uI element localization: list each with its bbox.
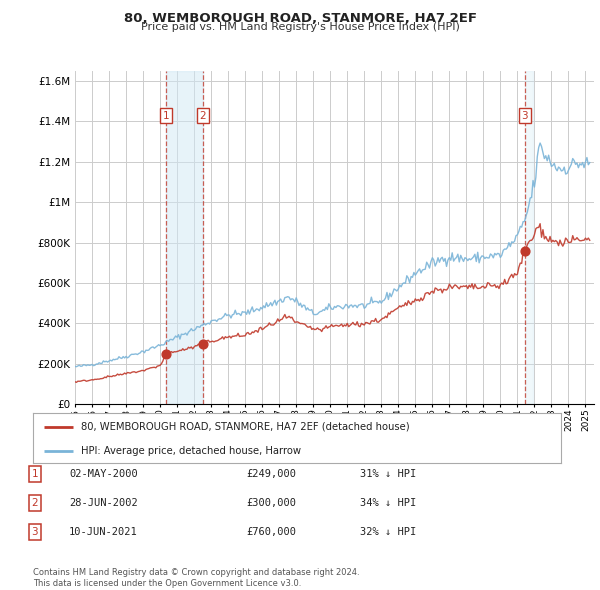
Text: £760,000: £760,000 (246, 527, 296, 536)
Text: 10-JUN-2021: 10-JUN-2021 (69, 527, 138, 536)
Text: 3: 3 (521, 111, 528, 121)
Text: 34% ↓ HPI: 34% ↓ HPI (360, 498, 416, 507)
Text: £249,000: £249,000 (246, 469, 296, 478)
Bar (525, 71, 533, 404)
Text: 28-JUN-2002: 28-JUN-2002 (69, 498, 138, 507)
Text: HPI: Average price, detached house, Harrow: HPI: Average price, detached house, Harr… (80, 445, 301, 455)
Text: £300,000: £300,000 (246, 498, 296, 507)
Text: 31% ↓ HPI: 31% ↓ HPI (360, 469, 416, 478)
Point (198, 339, 208, 348)
Point (161, 349, 171, 359)
Text: 2: 2 (31, 498, 38, 507)
Text: 80, WEMBOROUGH ROAD, STANMORE, HA7 2EF: 80, WEMBOROUGH ROAD, STANMORE, HA7 2EF (124, 12, 476, 25)
Text: 2: 2 (199, 111, 206, 121)
Text: Price paid vs. HM Land Registry's House Price Index (HPI): Price paid vs. HM Land Registry's House … (140, 22, 460, 32)
Text: Contains HM Land Registry data © Crown copyright and database right 2024.: Contains HM Land Registry data © Crown c… (33, 568, 359, 577)
Text: This data is licensed under the Open Government Licence v3.0.: This data is licensed under the Open Gov… (33, 579, 301, 588)
Text: 80, WEMBOROUGH ROAD, STANMORE, HA7 2EF (detached house): 80, WEMBOROUGH ROAD, STANMORE, HA7 2EF (… (80, 421, 409, 431)
Text: 3: 3 (31, 527, 38, 536)
Point (520, 246, 530, 255)
Bar (166, 71, 203, 404)
Text: 32% ↓ HPI: 32% ↓ HPI (360, 527, 416, 536)
Text: 1: 1 (31, 469, 38, 478)
Text: 02-MAY-2000: 02-MAY-2000 (69, 469, 138, 478)
Text: 1: 1 (163, 111, 170, 121)
